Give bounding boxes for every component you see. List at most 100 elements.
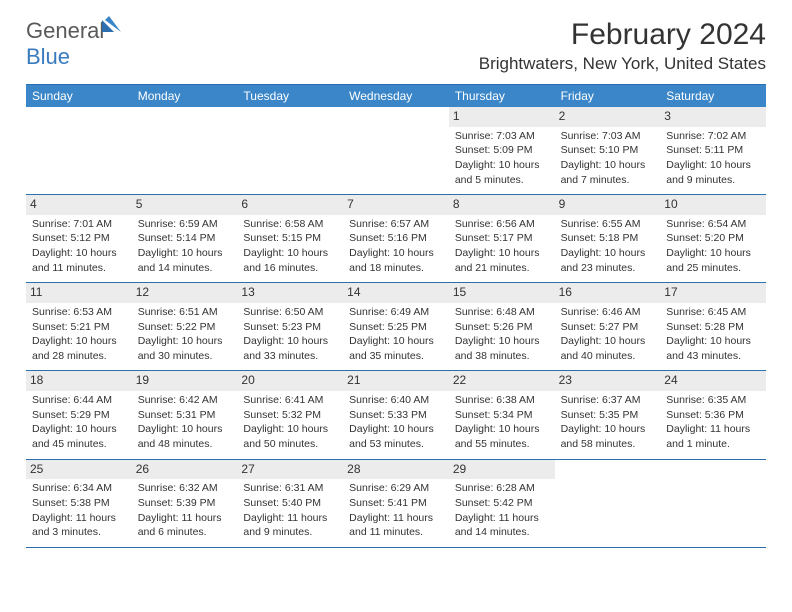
daylight-line1: Daylight: 10 hours [561, 335, 655, 349]
day-number: 9 [555, 195, 661, 215]
daylight-line1: Daylight: 10 hours [243, 423, 337, 437]
calendar-cell: 19Sunrise: 6:42 AMSunset: 5:31 PMDayligh… [132, 371, 238, 459]
day-info: Sunrise: 6:46 AMSunset: 5:27 PMDaylight:… [561, 306, 655, 364]
sunrise-text: Sunrise: 6:53 AM [32, 306, 126, 320]
sunrise-text: Sunrise: 6:49 AM [349, 306, 443, 320]
day-number: 2 [555, 107, 661, 127]
calendar-cell: 10Sunrise: 6:54 AMSunset: 5:20 PMDayligh… [660, 195, 766, 283]
day-number: 3 [660, 107, 766, 127]
sunset-text: Sunset: 5:41 PM [349, 497, 443, 511]
sunset-text: Sunset: 5:29 PM [32, 409, 126, 423]
daylight-line1: Daylight: 10 hours [243, 247, 337, 261]
daylight-line2: and 55 minutes. [455, 438, 549, 452]
daylight-line1: Daylight: 10 hours [455, 335, 549, 349]
day-info: Sunrise: 6:40 AMSunset: 5:33 PMDaylight:… [349, 394, 443, 452]
daylight-line2: and 7 minutes. [561, 174, 655, 188]
daylight-line2: and 16 minutes. [243, 262, 337, 276]
daylight-line2: and 28 minutes. [32, 350, 126, 364]
sunrise-text: Sunrise: 6:57 AM [349, 218, 443, 232]
sunrise-text: Sunrise: 6:29 AM [349, 482, 443, 496]
day-number: 18 [26, 371, 132, 391]
sunset-text: Sunset: 5:40 PM [243, 497, 337, 511]
daylight-line1: Daylight: 10 hours [455, 159, 549, 173]
daylight-line1: Daylight: 10 hours [32, 335, 126, 349]
calendar-cell: 3Sunrise: 7:02 AMSunset: 5:11 PMDaylight… [660, 107, 766, 195]
day-number: 10 [660, 195, 766, 215]
sunrise-text: Sunrise: 6:41 AM [243, 394, 337, 408]
calendar-cell: 13Sunrise: 6:50 AMSunset: 5:23 PMDayligh… [237, 283, 343, 371]
sunset-text: Sunset: 5:17 PM [455, 232, 549, 246]
daylight-line1: Daylight: 10 hours [32, 247, 126, 261]
sunset-text: Sunset: 5:25 PM [349, 321, 443, 335]
day-number: 14 [343, 283, 449, 303]
daylight-line2: and 14 minutes. [138, 262, 232, 276]
daylight-line1: Daylight: 10 hours [561, 159, 655, 173]
sunset-text: Sunset: 5:14 PM [138, 232, 232, 246]
daylight-line2: and 23 minutes. [561, 262, 655, 276]
day-number: 20 [237, 371, 343, 391]
daylight-line2: and 38 minutes. [455, 350, 549, 364]
sunset-text: Sunset: 5:15 PM [243, 232, 337, 246]
day-number: 25 [26, 460, 132, 480]
day-number: 19 [132, 371, 238, 391]
day-number: 23 [555, 371, 661, 391]
day-info: Sunrise: 6:38 AMSunset: 5:34 PMDaylight:… [455, 394, 549, 452]
calendar-cell: 21Sunrise: 6:40 AMSunset: 5:33 PMDayligh… [343, 371, 449, 459]
daylight-line1: Daylight: 11 hours [243, 512, 337, 526]
day-number: 4 [26, 195, 132, 215]
daylight-line2: and 1 minute. [666, 438, 760, 452]
calendar-cell: 6Sunrise: 6:58 AMSunset: 5:15 PMDaylight… [237, 195, 343, 283]
day-info: Sunrise: 6:53 AMSunset: 5:21 PMDaylight:… [32, 306, 126, 364]
day-number: 27 [237, 460, 343, 480]
daylight-line1: Daylight: 10 hours [138, 423, 232, 437]
daylight-line2: and 11 minutes. [349, 526, 443, 540]
daylight-line1: Daylight: 10 hours [666, 335, 760, 349]
day-info: Sunrise: 7:03 AMSunset: 5:09 PMDaylight:… [455, 130, 549, 188]
daylight-line1: Daylight: 11 hours [455, 512, 549, 526]
calendar-cell: 28Sunrise: 6:29 AMSunset: 5:41 PMDayligh… [343, 460, 449, 548]
sunrise-text: Sunrise: 6:55 AM [561, 218, 655, 232]
day-info: Sunrise: 6:56 AMSunset: 5:17 PMDaylight:… [455, 218, 549, 276]
calendar-cell: 27Sunrise: 6:31 AMSunset: 5:40 PMDayligh… [237, 460, 343, 548]
sunset-text: Sunset: 5:33 PM [349, 409, 443, 423]
calendar-cell: 16Sunrise: 6:46 AMSunset: 5:27 PMDayligh… [555, 283, 661, 371]
day-of-week-header: Friday [555, 85, 661, 107]
calendar-cell-empty [26, 107, 132, 195]
daylight-line1: Daylight: 10 hours [243, 335, 337, 349]
sunset-text: Sunset: 5:34 PM [455, 409, 549, 423]
day-info: Sunrise: 6:59 AMSunset: 5:14 PMDaylight:… [138, 218, 232, 276]
sunrise-text: Sunrise: 7:02 AM [666, 130, 760, 144]
day-info: Sunrise: 6:58 AMSunset: 5:15 PMDaylight:… [243, 218, 337, 276]
location-subtitle: Brightwaters, New York, United States [479, 54, 766, 74]
sunrise-text: Sunrise: 6:45 AM [666, 306, 760, 320]
calendar-cell: 1Sunrise: 7:03 AMSunset: 5:09 PMDaylight… [449, 107, 555, 195]
day-number: 15 [449, 283, 555, 303]
daylight-line2: and 21 minutes. [455, 262, 549, 276]
sunrise-text: Sunrise: 6:50 AM [243, 306, 337, 320]
daylight-line1: Daylight: 10 hours [349, 423, 443, 437]
day-info: Sunrise: 6:37 AMSunset: 5:35 PMDaylight:… [561, 394, 655, 452]
sunrise-text: Sunrise: 6:48 AM [455, 306, 549, 320]
daylight-line1: Daylight: 10 hours [32, 423, 126, 437]
calendar-cell: 7Sunrise: 6:57 AMSunset: 5:16 PMDaylight… [343, 195, 449, 283]
sunset-text: Sunset: 5:32 PM [243, 409, 337, 423]
sunset-text: Sunset: 5:35 PM [561, 409, 655, 423]
page-header: GeneralBlue February 2024 Brightwaters, … [26, 18, 766, 74]
day-info: Sunrise: 6:41 AMSunset: 5:32 PMDaylight:… [243, 394, 337, 452]
day-info: Sunrise: 6:57 AMSunset: 5:16 PMDaylight:… [349, 218, 443, 276]
logo-text: GeneralBlue [26, 18, 124, 70]
day-number: 12 [132, 283, 238, 303]
calendar-cell-empty [132, 107, 238, 195]
day-info: Sunrise: 6:48 AMSunset: 5:26 PMDaylight:… [455, 306, 549, 364]
sunset-text: Sunset: 5:39 PM [138, 497, 232, 511]
day-info: Sunrise: 6:29 AMSunset: 5:41 PMDaylight:… [349, 482, 443, 540]
sunset-text: Sunset: 5:42 PM [455, 497, 549, 511]
daylight-line1: Daylight: 10 hours [666, 247, 760, 261]
sunset-text: Sunset: 5:36 PM [666, 409, 760, 423]
daylight-line2: and 48 minutes. [138, 438, 232, 452]
sunrise-text: Sunrise: 7:01 AM [32, 218, 126, 232]
daylight-line1: Daylight: 11 hours [32, 512, 126, 526]
daylight-line1: Daylight: 10 hours [666, 159, 760, 173]
day-info: Sunrise: 6:51 AMSunset: 5:22 PMDaylight:… [138, 306, 232, 364]
daylight-line1: Daylight: 10 hours [561, 247, 655, 261]
